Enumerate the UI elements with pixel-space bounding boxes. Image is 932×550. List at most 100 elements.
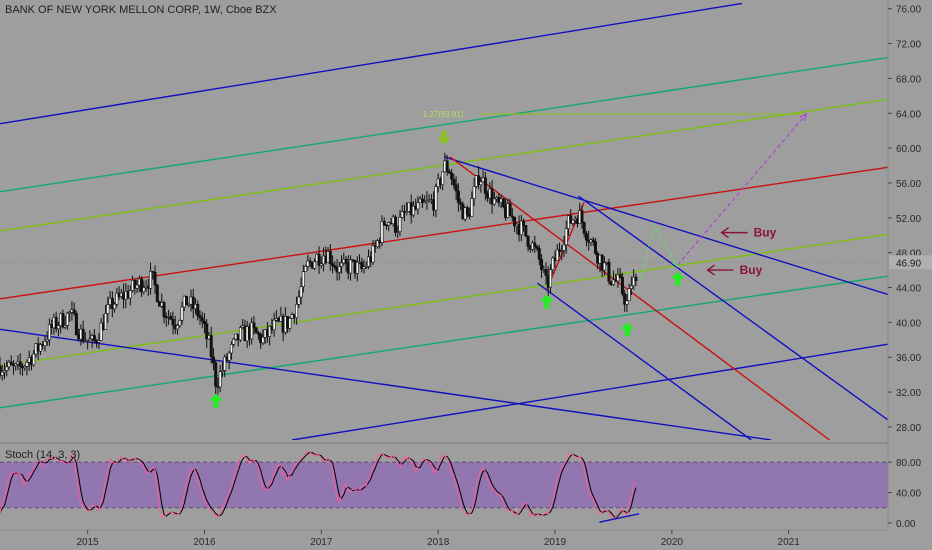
candle-body bbox=[2, 370, 6, 373]
projection-arrowhead bbox=[799, 113, 808, 122]
arrow-up-icon bbox=[670, 271, 685, 286]
trend-line bbox=[0, 2, 743, 125]
stoch-divergence-line bbox=[599, 513, 640, 523]
candle-body bbox=[629, 285, 633, 289]
candle-body bbox=[5, 366, 9, 371]
candle-body bbox=[582, 222, 586, 234]
candle-body bbox=[465, 207, 469, 215]
candle-body bbox=[420, 198, 424, 203]
candle-body bbox=[524, 225, 528, 237]
candle-body bbox=[447, 171, 451, 174]
candle-body bbox=[214, 362, 218, 387]
y-tick-label: 28.00 bbox=[896, 423, 921, 434]
candle-body bbox=[110, 297, 114, 310]
candle-body bbox=[591, 239, 595, 242]
grid bbox=[0, 261, 888, 444]
candle-body bbox=[632, 276, 636, 287]
y-tick-label: 64.00 bbox=[896, 109, 921, 120]
candle-body bbox=[510, 215, 514, 218]
candle-body bbox=[43, 341, 47, 346]
trend-line bbox=[0, 233, 888, 367]
candle-body bbox=[533, 242, 537, 247]
candle-body bbox=[537, 248, 541, 260]
y-tick-label: 56.00 bbox=[896, 179, 921, 190]
y-tick-label: 48.00 bbox=[896, 249, 921, 260]
candle-body bbox=[634, 276, 638, 282]
y-tick-label: 32.00 bbox=[896, 388, 921, 399]
candle-body bbox=[205, 323, 209, 340]
candle-body bbox=[288, 318, 292, 329]
candle-body bbox=[153, 272, 157, 286]
trend-line bbox=[443, 156, 888, 296]
candle-body bbox=[519, 220, 523, 236]
projection-dashed-line bbox=[677, 113, 807, 266]
candle-body bbox=[425, 200, 429, 203]
candle-body bbox=[47, 324, 51, 341]
candle-body bbox=[54, 317, 58, 330]
candle-body bbox=[74, 313, 78, 336]
candle-body bbox=[198, 315, 202, 319]
candle-body bbox=[187, 303, 191, 306]
candle-body bbox=[364, 265, 368, 268]
candle-body bbox=[393, 216, 397, 233]
candle-body bbox=[308, 260, 312, 263]
y-tick-label: 40.00 bbox=[896, 318, 921, 329]
trend-line bbox=[577, 195, 888, 421]
y-tick-label: 44.00 bbox=[896, 284, 921, 295]
candle-body bbox=[416, 202, 420, 210]
buy-arrow-head bbox=[720, 227, 730, 239]
candle-body bbox=[184, 295, 188, 306]
candle-body bbox=[454, 184, 458, 192]
candle-body bbox=[479, 181, 483, 186]
candle-body bbox=[522, 220, 526, 226]
candle-body bbox=[68, 311, 72, 314]
candle-body bbox=[593, 241, 597, 254]
candle-body bbox=[97, 340, 101, 343]
candle-body bbox=[218, 371, 222, 388]
candle-body bbox=[209, 335, 213, 358]
candle-body bbox=[191, 296, 195, 310]
candle-body bbox=[169, 316, 173, 320]
trend-lines[interactable] bbox=[0, 2, 888, 440]
candle-body bbox=[92, 335, 96, 342]
candle-body bbox=[0, 371, 4, 376]
candle-body bbox=[602, 262, 606, 271]
candle-body bbox=[306, 260, 310, 267]
stoch-oscillator[interactable] bbox=[0, 451, 640, 523]
candle-body bbox=[45, 339, 49, 342]
candle-body bbox=[450, 172, 454, 180]
candle-body bbox=[155, 284, 159, 303]
candle-body bbox=[434, 186, 438, 211]
candle-body bbox=[396, 231, 400, 233]
candle-body bbox=[0, 365, 2, 376]
candle-body bbox=[584, 233, 588, 241]
candle-body bbox=[86, 339, 90, 342]
candle-body bbox=[227, 352, 231, 361]
candle-body bbox=[331, 263, 335, 266]
candle-body bbox=[349, 259, 353, 274]
candle-body bbox=[456, 190, 460, 203]
candle-body bbox=[23, 366, 27, 369]
candle-body bbox=[328, 250, 332, 264]
candles[interactable] bbox=[0, 152, 638, 395]
candle-body bbox=[133, 280, 137, 289]
candle-body bbox=[571, 219, 575, 224]
candle-body bbox=[423, 201, 427, 204]
annotations[interactable]: 1.27(63.91) Buy Buy bbox=[209, 110, 808, 408]
candle-body bbox=[202, 320, 206, 325]
candle-body bbox=[625, 300, 629, 305]
y-tick-label: 36.00 bbox=[896, 353, 921, 364]
candle-body bbox=[459, 202, 463, 205]
candle-body bbox=[200, 317, 204, 322]
candle-body bbox=[268, 326, 272, 337]
y-tick-label: 76.00 bbox=[896, 5, 921, 16]
candle-body bbox=[254, 327, 258, 334]
y-tick-label: 68.00 bbox=[896, 74, 921, 85]
last-price-badge bbox=[889, 255, 932, 270]
chart-title: BANK OF NEW YORK MELLON CORP, 1W, Cboe B… bbox=[5, 4, 277, 16]
candle-body bbox=[106, 304, 110, 314]
candle-body bbox=[362, 266, 366, 270]
candle-body bbox=[398, 217, 402, 232]
